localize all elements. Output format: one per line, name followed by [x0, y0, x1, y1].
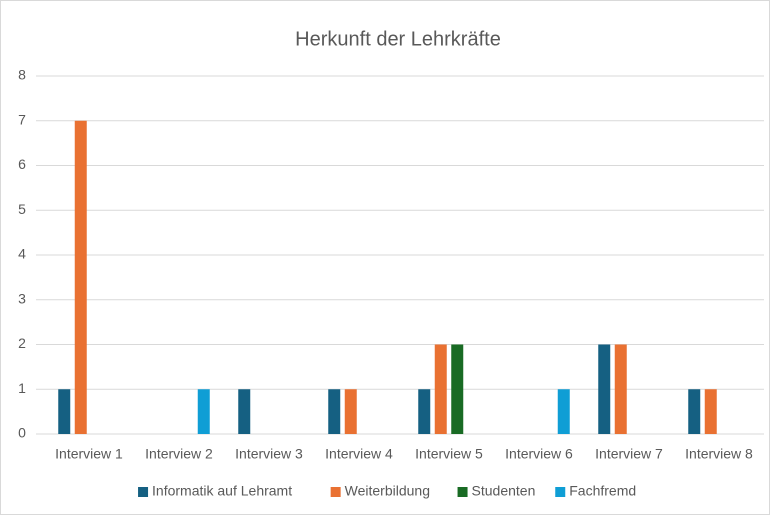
y-tick-label: 8	[18, 67, 26, 83]
legend-label: Informatik auf Lehramt	[152, 483, 292, 499]
x-tick-label: Interview 6	[505, 446, 573, 462]
bar	[451, 344, 464, 434]
x-tick-label: Interview 5	[415, 446, 483, 462]
y-tick-label: 5	[18, 201, 26, 217]
bar	[704, 389, 717, 434]
y-tick-label: 6	[18, 156, 26, 172]
legend-swatch	[457, 487, 468, 497]
legend-label: Weiterbildung	[345, 483, 430, 499]
x-tick-label: Interview 4	[325, 446, 393, 462]
x-tick-label: Interview 2	[145, 446, 213, 462]
legend-swatch	[555, 487, 566, 497]
chart-title: Herkunft der Lehrkräfte	[295, 28, 501, 50]
bar	[598, 344, 611, 434]
legend-label: Fachfremd	[569, 483, 636, 499]
y-tick-label: 1	[18, 380, 26, 396]
x-tick-label: Interview 7	[595, 446, 663, 462]
bar	[344, 389, 357, 434]
legend-swatch	[138, 487, 149, 497]
y-tick-label: 2	[18, 335, 26, 351]
y-tick-label: 3	[18, 290, 26, 306]
bar	[58, 389, 71, 434]
x-tick-label: Interview 1	[55, 446, 123, 462]
y-tick-label: 0	[18, 425, 26, 441]
x-tick-label: Interview 3	[235, 446, 303, 462]
legend-label: Studenten	[472, 483, 536, 499]
y-tick-label: 7	[18, 111, 26, 127]
bar	[238, 389, 251, 434]
y-tick-label: 4	[18, 246, 26, 262]
bar	[418, 389, 431, 434]
x-tick-label: Interview 8	[685, 446, 753, 462]
bar	[328, 389, 341, 434]
bar	[614, 344, 627, 434]
bar	[197, 389, 210, 434]
bar	[434, 344, 447, 434]
bar	[557, 389, 570, 434]
bar	[74, 120, 87, 434]
legend-swatch	[330, 487, 341, 497]
bar	[688, 389, 701, 434]
